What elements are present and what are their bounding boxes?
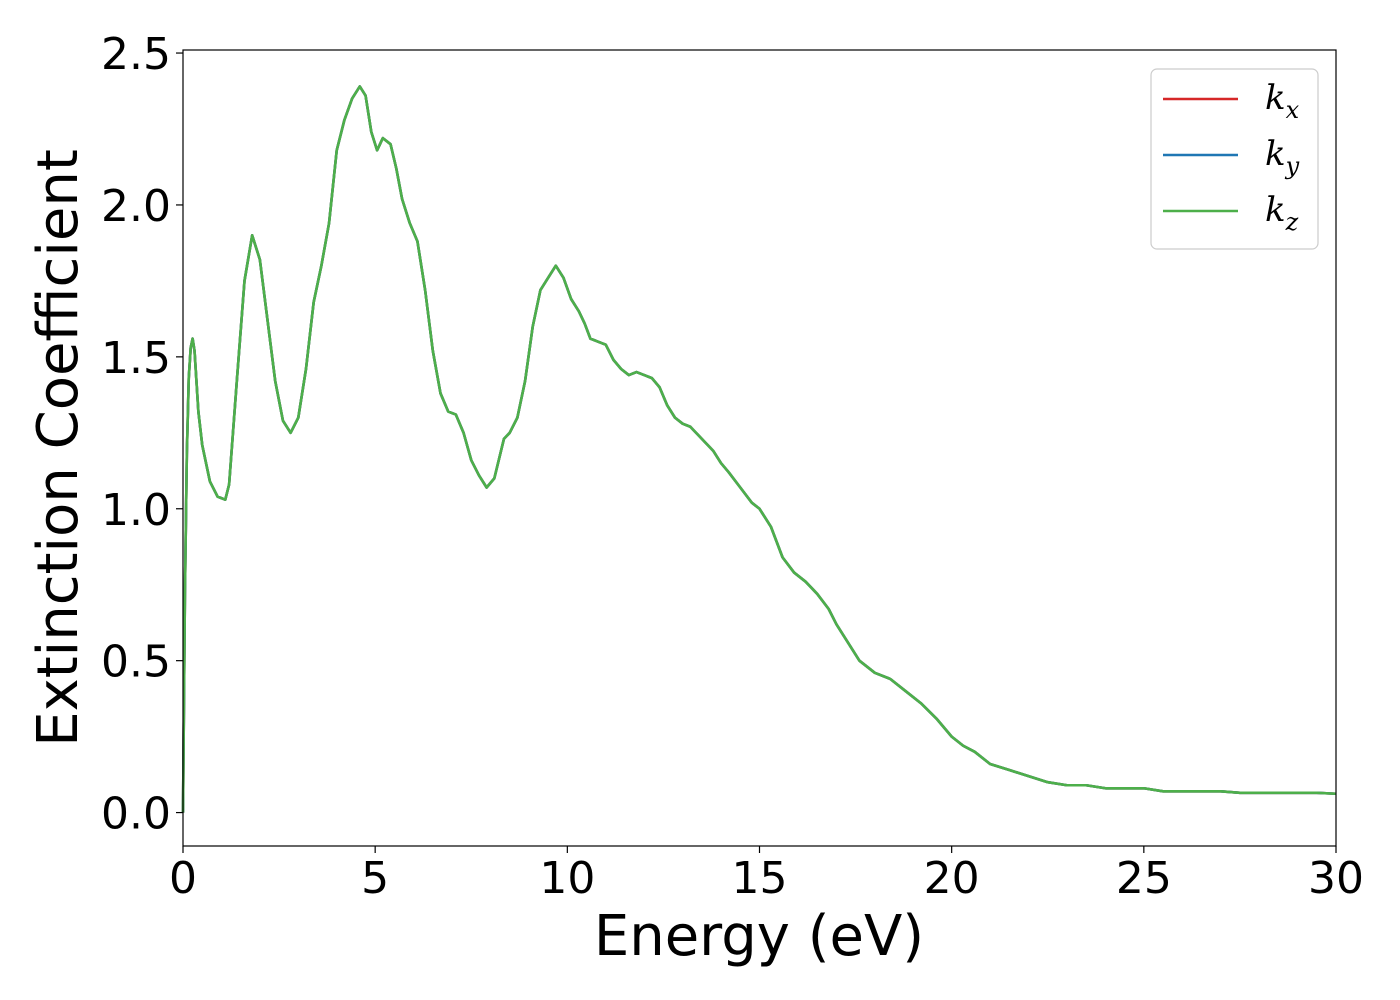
y-axis-title: Extinction Coefficient (26, 149, 91, 747)
legend-label-ky: ky (1265, 134, 1300, 180)
y-tick-label: 1.5 (101, 333, 171, 384)
series-layer (181, 85, 1337, 813)
legend-label-base: k (1265, 134, 1286, 174)
legend-label-base: k (1265, 78, 1286, 118)
series-line-k-z (181, 85, 1337, 813)
x-tick-label: 0 (169, 853, 197, 904)
legend-label-subscript: y (1285, 152, 1300, 180)
x-tick-label: 25 (1116, 853, 1172, 904)
x-axis-ticks: 0 5 10 15 20 25 30 (169, 846, 1364, 904)
y-tick-label: 1.0 (101, 485, 171, 536)
legend-label-subscript: x (1286, 96, 1300, 124)
x-tick-label: 30 (1308, 853, 1364, 904)
y-tick-label: 0.0 (101, 789, 171, 840)
y-tick-label: 0.5 (101, 637, 171, 688)
y-axis-ticks: 0.0 0.5 1.0 1.5 2.0 2.5 (101, 29, 183, 840)
y-tick-label: 2.5 (101, 29, 171, 80)
y-tick-label: 2.0 (101, 181, 171, 232)
x-tick-label: 20 (924, 853, 980, 904)
legend-label-kx: kx (1265, 78, 1300, 124)
x-tick-label: 5 (361, 853, 389, 904)
legend-label-kz: kz (1265, 190, 1299, 236)
legend-box (1150, 68, 1319, 250)
legend-label-subscript: z (1285, 208, 1299, 236)
x-tick-label: 10 (539, 853, 595, 904)
x-tick-label: 15 (732, 853, 788, 904)
x-axis-title: Energy (eV) (594, 904, 924, 969)
legend-label-base: k (1265, 190, 1286, 230)
